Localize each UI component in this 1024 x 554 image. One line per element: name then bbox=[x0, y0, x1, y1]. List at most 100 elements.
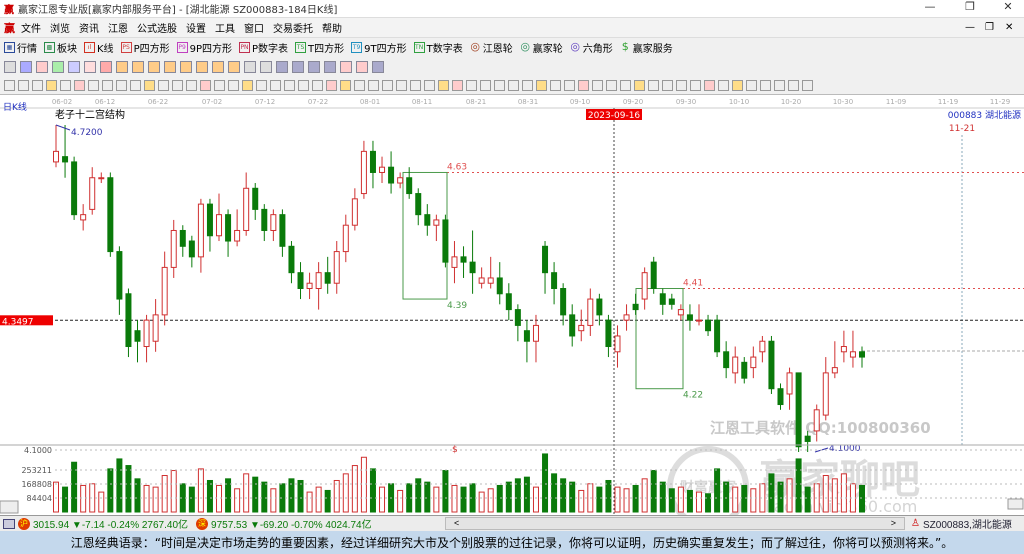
menu-file[interactable]: 文件 bbox=[21, 24, 41, 35]
draw-tool-icon-51[interactable] bbox=[718, 80, 729, 91]
tool-icon-14[interactable] bbox=[228, 61, 240, 73]
tool-icon-0[interactable] bbox=[4, 61, 16, 73]
tool-icon-6[interactable] bbox=[100, 61, 112, 73]
toolbar-button-winner-wheel[interactable]: ◎ 赢家轮 bbox=[520, 40, 562, 55]
draw-tool-icon-52[interactable] bbox=[732, 80, 743, 91]
tool-icon-19[interactable] bbox=[308, 61, 320, 73]
tool-icon-3[interactable] bbox=[52, 61, 64, 73]
tool-icon-22[interactable] bbox=[356, 61, 368, 73]
draw-tool-icon-41[interactable] bbox=[578, 80, 589, 91]
toolbar-button-kline[interactable]: ıl K线 bbox=[84, 40, 114, 55]
horizontal-scrollbar[interactable]: < > bbox=[445, 517, 905, 530]
tool-icon-23[interactable] bbox=[372, 61, 384, 73]
tool-icon-1[interactable] bbox=[20, 61, 32, 73]
draw-tool-icon-46[interactable] bbox=[648, 80, 659, 91]
draw-tool-icon-26[interactable] bbox=[368, 80, 379, 91]
toolbar-button-p-square[interactable]: PS P四方形 bbox=[120, 40, 170, 55]
draw-tool-icon-54[interactable] bbox=[760, 80, 771, 91]
tool-icon-21[interactable] bbox=[340, 61, 352, 73]
draw-tool-icon-16[interactable] bbox=[228, 80, 239, 91]
menu-formula[interactable]: 公式选股 bbox=[137, 24, 177, 35]
draw-tool-icon-5[interactable] bbox=[74, 80, 85, 91]
draw-tool-icon-55[interactable] bbox=[774, 80, 785, 91]
tool-icon-12[interactable] bbox=[196, 61, 208, 73]
draw-tool-icon-44[interactable] bbox=[620, 80, 631, 91]
tool-icon-16[interactable] bbox=[260, 61, 272, 73]
menu-settings[interactable]: 设置 bbox=[186, 24, 206, 35]
draw-tool-icon-50[interactable] bbox=[704, 80, 715, 91]
scroll-right-button[interactable]: > bbox=[890, 518, 896, 528]
draw-tool-icon-27[interactable] bbox=[382, 80, 393, 91]
kline-chart[interactable]: 06-02 06-12 06-22 07-02 07-12 07-22 08-01 08-11… bbox=[0, 95, 1024, 528]
tool-icon-9[interactable] bbox=[148, 61, 160, 73]
minimize-button[interactable]: — bbox=[924, 0, 936, 13]
close-button[interactable]: ✕ bbox=[1003, 0, 1013, 13]
draw-tool-icon-28[interactable] bbox=[396, 80, 407, 91]
menu-info[interactable]: 资讯 bbox=[79, 24, 99, 35]
draw-tool-icon-3[interactable] bbox=[46, 80, 57, 91]
tool-icon-15[interactable] bbox=[244, 61, 256, 73]
draw-tool-icon-11[interactable] bbox=[158, 80, 169, 91]
menu-help[interactable]: 帮助 bbox=[322, 24, 342, 35]
tool-icon-17[interactable] bbox=[276, 61, 288, 73]
draw-tool-icon-12[interactable] bbox=[172, 80, 183, 91]
draw-tool-icon-48[interactable] bbox=[676, 80, 687, 91]
tool-icon-18[interactable] bbox=[292, 61, 304, 73]
draw-tool-icon-56[interactable] bbox=[788, 80, 799, 91]
menu-tools[interactable]: 工具 bbox=[215, 24, 235, 35]
chart-canvas[interactable]: 06-02 06-12 06-22 07-02 07-12 07-22 08-01 08-11… bbox=[0, 95, 1024, 528]
draw-tool-icon-18[interactable] bbox=[256, 80, 267, 91]
draw-tool-icon-20[interactable] bbox=[284, 80, 295, 91]
child-restore-button[interactable]: ❐ bbox=[985, 22, 994, 33]
draw-tool-icon-19[interactable] bbox=[270, 80, 281, 91]
child-close-button[interactable]: ✕ bbox=[1005, 22, 1014, 33]
draw-tool-icon-38[interactable] bbox=[536, 80, 547, 91]
toolbar-button-9p-square[interactable]: P9 9P四方形 bbox=[176, 40, 232, 55]
menu-browse[interactable]: 浏览 bbox=[50, 24, 70, 35]
draw-tool-icon-2[interactable] bbox=[32, 80, 43, 91]
draw-tool-icon-22[interactable] bbox=[312, 80, 323, 91]
shanghai-index[interactable]: 沪 3015.94 ▼-7.14 -0.24% 2767.40亿 bbox=[18, 516, 188, 531]
maximize-button[interactable]: ❐ bbox=[965, 0, 975, 13]
draw-tool-icon-37[interactable] bbox=[522, 80, 533, 91]
grid-icon[interactable] bbox=[3, 518, 15, 529]
volume-toggle-button[interactable] bbox=[0, 500, 19, 514]
toolbar-button-gann-wheel[interactable]: ◎ 江恩轮 bbox=[470, 40, 512, 55]
tool-icon-20[interactable] bbox=[324, 61, 336, 73]
draw-tool-icon-47[interactable] bbox=[662, 80, 673, 91]
draw-tool-icon-25[interactable] bbox=[354, 80, 365, 91]
draw-tool-icon-39[interactable] bbox=[550, 80, 561, 91]
draw-tool-icon-32[interactable] bbox=[452, 80, 463, 91]
draw-tool-icon-43[interactable] bbox=[606, 80, 617, 91]
toolbar-button-sector[interactable]: ▩ 板块 bbox=[44, 40, 77, 55]
menu-window[interactable]: 窗口 bbox=[244, 24, 264, 35]
draw-tool-icon-21[interactable] bbox=[298, 80, 309, 91]
tool-icon-8[interactable] bbox=[132, 61, 144, 73]
tool-icon-7[interactable] bbox=[116, 61, 128, 73]
draw-tool-icon-1[interactable] bbox=[18, 80, 29, 91]
toolbar-button-9t-square[interactable]: T9 9T四方形 bbox=[351, 40, 407, 55]
draw-tool-icon-6[interactable] bbox=[88, 80, 99, 91]
toolbar-button-t-table[interactable]: TN T数字表 bbox=[413, 40, 463, 55]
tool-icon-2[interactable] bbox=[36, 61, 48, 73]
tool-icon-11[interactable] bbox=[180, 61, 192, 73]
draw-tool-icon-49[interactable] bbox=[690, 80, 701, 91]
draw-tool-icon-7[interactable] bbox=[102, 80, 113, 91]
toolbar-button-t-square[interactable]: TS T四方形 bbox=[295, 40, 344, 55]
draw-tool-icon-15[interactable] bbox=[214, 80, 225, 91]
draw-tool-icon-29[interactable] bbox=[410, 80, 421, 91]
draw-tool-icon-45[interactable] bbox=[634, 80, 645, 91]
draw-tool-icon-9[interactable] bbox=[130, 80, 141, 91]
toolbar-button-p-table[interactable]: PN P数字表 bbox=[239, 40, 288, 55]
toolbar-button-quote-grid[interactable]: ▦ 行情 bbox=[4, 40, 37, 55]
draw-tool-icon-57[interactable] bbox=[802, 80, 813, 91]
draw-tool-icon-53[interactable] bbox=[746, 80, 757, 91]
draw-tool-icon-33[interactable] bbox=[466, 80, 477, 91]
toolbar-button-dollar[interactable]: $ 赢家服务 bbox=[620, 40, 673, 55]
draw-tool-icon-8[interactable] bbox=[116, 80, 127, 91]
tool-icon-4[interactable] bbox=[68, 61, 80, 73]
menu-trade[interactable]: 交易委托 bbox=[273, 24, 313, 35]
draw-tool-icon-35[interactable] bbox=[494, 80, 505, 91]
draw-tool-icon-0[interactable] bbox=[4, 80, 15, 91]
tool-icon-5[interactable] bbox=[84, 61, 96, 73]
